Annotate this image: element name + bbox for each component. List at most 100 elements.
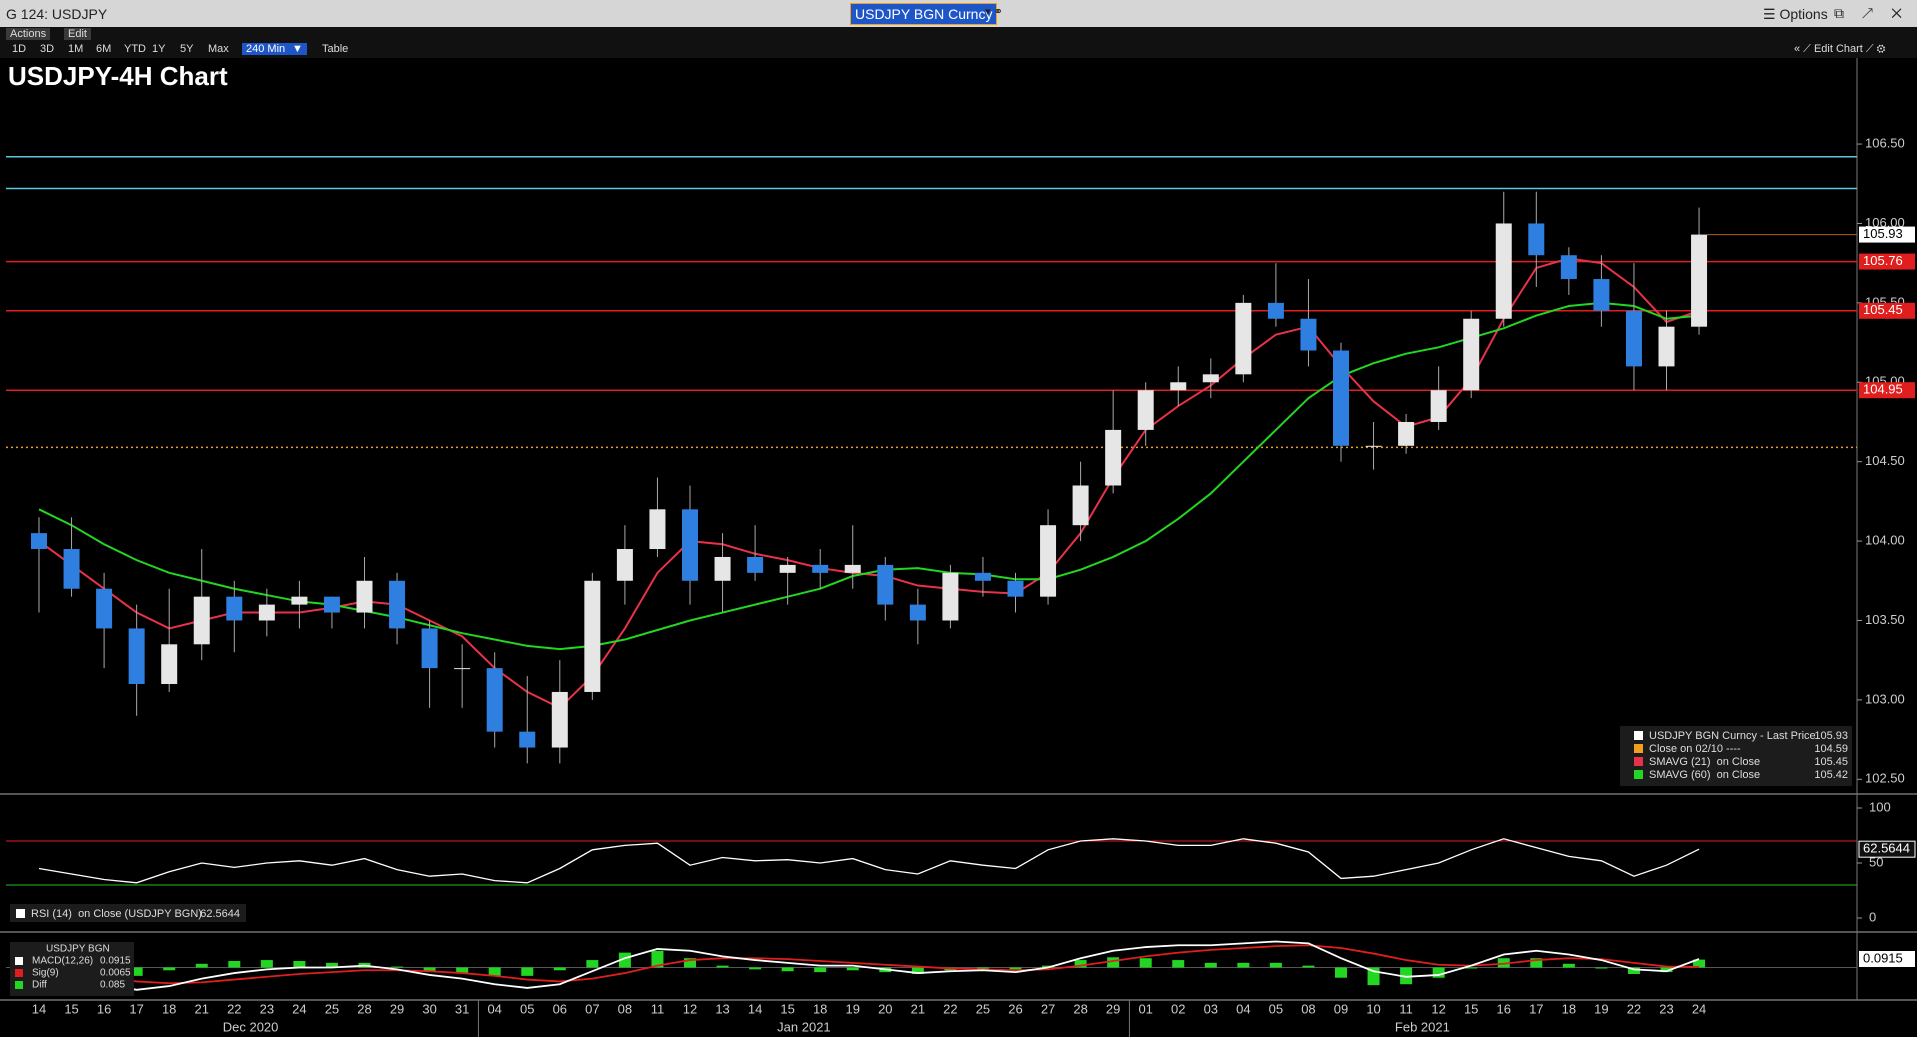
macd-diff-bar [163, 967, 176, 971]
candle-body [1267, 302, 1284, 319]
macd-diff-bar [1432, 967, 1445, 978]
rsi-tick-label: 50 [1869, 854, 1883, 869]
macd-diff-bar [1204, 962, 1217, 968]
x-tick-label: 10 [1366, 1001, 1380, 1016]
macd-diff-bar [1627, 967, 1640, 974]
candle-body [974, 572, 991, 581]
candle-body [486, 668, 503, 732]
macd-legend-value: 0.0065 [100, 968, 131, 979]
period-button[interactable]: 6M [96, 43, 112, 55]
options-button[interactable]: ☰ Options [1763, 6, 1828, 22]
candle-body [1105, 429, 1122, 486]
macd-legend-swatch [15, 981, 23, 989]
macd-diff-bar [814, 967, 827, 973]
candle-body [1333, 350, 1349, 446]
x-tick-label: 12 [1431, 1001, 1445, 1016]
candle-body [454, 668, 471, 670]
candle-body [1528, 223, 1545, 256]
macd-diff-bar [1693, 959, 1706, 968]
legend-value: 104.59 [1814, 743, 1848, 755]
macd-diff-bar [1465, 967, 1478, 969]
candle-body [909, 604, 926, 621]
macd-line [38, 944, 1700, 985]
macd-legend-swatch [15, 957, 23, 965]
x-tick-label: 16 [97, 1001, 111, 1016]
x-tick-label: 18 [813, 1001, 827, 1016]
period-button[interactable]: 5Y [180, 43, 194, 55]
macd-diff-bar [1400, 967, 1413, 985]
macd-diff-bar [1530, 958, 1543, 968]
x-tick-label: 22 [1627, 1001, 1641, 1016]
period-button[interactable]: 1M [68, 43, 84, 55]
macd-diff-bar [325, 962, 338, 968]
period-button[interactable]: 3D [40, 43, 55, 55]
candle-body [1235, 302, 1252, 375]
period-button[interactable]: YTD [124, 43, 146, 55]
candle-body [1072, 485, 1089, 526]
dropdown-arrow[interactable]: ▾ ⚭ [985, 6, 1003, 18]
macd-diff-bar [1562, 963, 1575, 968]
candle-body [291, 596, 308, 605]
candle-body [193, 596, 210, 645]
period-button[interactable]: 1D [12, 43, 27, 55]
menu[interactable]: Actions [6, 28, 51, 40]
candle-body [812, 564, 829, 573]
macd-diff-bar [1074, 960, 1087, 968]
y-tick-label: 106.50 [1865, 135, 1905, 150]
candle-body [649, 509, 666, 550]
macd-diff-bar [130, 967, 143, 976]
candle-body [747, 556, 764, 573]
x-tick-label: 18 [162, 1001, 176, 1016]
x-tick-label: 28 [357, 1001, 371, 1016]
x-tick-label: 17 [129, 1001, 143, 1016]
x-tick-label: 15 [1464, 1001, 1478, 1016]
legend-swatch [1634, 770, 1643, 779]
x-tick-label: 19 [1594, 1001, 1608, 1016]
window-controls[interactable]: ⧉↗✕ [1834, 5, 1917, 21]
x-tick-label: 25 [976, 1001, 990, 1016]
table-button[interactable]: Table [322, 43, 349, 55]
candle-body [1658, 326, 1675, 367]
candle-body [226, 596, 243, 621]
period-button[interactable]: Max [208, 43, 229, 55]
edit-chart-label[interactable]: Edit Chart [1813, 43, 1863, 55]
rsi-tag [1858, 840, 1916, 858]
legend-name: SMAVG (21) on Close [1649, 756, 1760, 768]
macd-diff-bar [1335, 967, 1347, 978]
x-tick-label: 16 [1497, 1001, 1511, 1016]
x-tick-label: 14 [32, 1001, 46, 1016]
macd-tag [1859, 951, 1915, 968]
macd-diff-bar [1660, 967, 1673, 973]
menu-bar: Actions Edit [0, 27, 1917, 42]
candle-body [356, 580, 373, 613]
candle-body [1430, 390, 1447, 422]
options-label[interactable]: Options [1779, 6, 1828, 22]
legend-swatch [1634, 757, 1643, 766]
macd-legend-title: USDJPY BGN [46, 944, 110, 955]
candle-body [714, 556, 731, 581]
period-active[interactable]: 240 Min [242, 43, 290, 55]
security-field[interactable]: USDJPY BGN Curncy [850, 3, 998, 25]
macd-diff-bar [716, 965, 729, 968]
y-tick-label: 104.00 [1865, 533, 1905, 548]
x-tick-label: 06 [553, 1001, 567, 1016]
x-tick-label: 25 [325, 1001, 339, 1016]
x-tick-label: 24 [292, 1001, 306, 1016]
period-button[interactable]: 1Y [152, 43, 166, 55]
chart: USDJPY-4H Chart 102.50 103.00 103.50 104.00… [0, 58, 1917, 1037]
last-price-label: 105.93 [1863, 226, 1903, 241]
candle-body [519, 731, 536, 748]
candle-body [128, 628, 145, 685]
y-tick-label: 103.00 [1865, 691, 1905, 706]
x-tick-label: 11 [1399, 1001, 1413, 1016]
x-tick-label: 01 [1138, 1001, 1152, 1016]
candle-body [1007, 580, 1024, 597]
period-arrow[interactable]: ▼ [288, 43, 307, 55]
menu[interactable]: Edit [64, 28, 91, 40]
candle-body [1593, 279, 1610, 311]
edit-chart[interactable]: « ⟋ Edit Chart ⟋ ⚙ [1794, 43, 1886, 55]
candle-body [584, 580, 601, 692]
x-tick-label: 15 [64, 1001, 78, 1016]
y-tick-label: 102.50 [1865, 771, 1905, 786]
candle-body [161, 644, 178, 685]
